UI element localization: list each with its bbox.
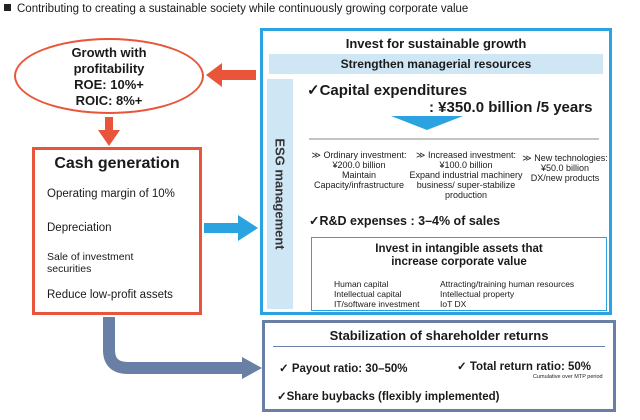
intangible-row-value: IoT DX: [440, 299, 467, 309]
arrow-to-invest: [204, 215, 258, 241]
growth-roe: ROE: 10%+: [74, 77, 144, 92]
capex-col-line: business/ super-stabilize: [416, 180, 516, 190]
intangible-title-1: Invest in intangible assets that: [375, 243, 543, 255]
cash-generation-box: Cash generation Operating margin of 10% …: [32, 147, 202, 315]
growth-title-1: Growth with: [71, 45, 147, 60]
capex-col-head: ≫ Ordinary investment:: [311, 150, 407, 160]
capex-col-ordinary: ≫ Ordinary investment: ¥200.0 billion Ma…: [309, 150, 409, 190]
returns-divider: [273, 346, 605, 347]
capex-col-line: Maintain: [341, 170, 377, 180]
capex-col-line: Capacity/infrastructure: [313, 180, 405, 190]
header: Contributing to creating a sustainable s…: [4, 3, 468, 15]
esg-sidebar: ESG management: [267, 79, 293, 309]
returns-buyback: ✓Share buybacks (flexibly implemented): [277, 391, 500, 403]
header-text: Contributing to creating a sustainable s…: [17, 3, 469, 15]
capex-down-arrow-icon: [391, 116, 463, 130]
shareholder-returns-box: Stabilization of shareholder returns ✓ P…: [262, 320, 616, 412]
cash-title: Cash generation: [54, 155, 180, 172]
intangible-row-label: Intellectual capital: [334, 289, 402, 299]
cash-item-reduce-assets: Reduce low-profit assets: [47, 289, 173, 301]
cash-item-securities: securities: [47, 263, 92, 275]
capex-col-head: ≫ New technologies:: [522, 153, 608, 163]
intangible-title-2: increase corporate value: [391, 256, 527, 268]
capex-title: ✓Capital expenditures: [307, 82, 468, 99]
capex-col-line: ¥200.0 billion: [332, 160, 386, 170]
capex-col-line: DX/new products: [530, 173, 600, 183]
intangible-box: Invest in intangible assets that increas…: [311, 237, 607, 311]
intangible-row-label: Human capital: [334, 279, 389, 289]
intangible-row-label: IT/software investment: [334, 299, 420, 309]
invest-subtitle-bar: Strengthen managerial resources: [269, 54, 603, 74]
capex-col-increased: ≫ Increased investment: ¥100.0 billion E…: [407, 150, 525, 200]
capex-col-new-tech: ≫ New technologies: ¥50.0 billion DX/new…: [519, 153, 611, 183]
returns-total-note: Cumulative over MTP period: [533, 374, 603, 380]
arrow-to-returns: [103, 317, 244, 374]
invest-title: Invest for sustainable growth: [345, 36, 527, 51]
cash-item-depreciation: Depreciation: [47, 222, 112, 234]
growth-roic: ROIC: 8%+: [75, 93, 143, 108]
capex-col-line: Expand industrial machinery: [409, 170, 523, 180]
capex-amount: : ¥350.0 billion /5 years: [429, 99, 593, 116]
growth-title-2: profitability: [73, 61, 145, 76]
arrow-to-growth: [206, 63, 256, 87]
returns-total: ✓ Total return ratio: 50%: [457, 361, 592, 373]
capex-divider-graphic: [309, 116, 599, 140]
capex-col-line: ¥100.0 billion: [439, 160, 493, 170]
returns-payout: ✓ Payout ratio: 30–50%: [279, 363, 408, 375]
cash-item-sale-investment: Sale of investment: [47, 251, 134, 263]
capex-col-line: ¥50.0 billion: [540, 163, 590, 173]
intangible-row-value: Intellectual property: [440, 289, 515, 299]
cash-item-operating-margin: Operating margin of 10%: [47, 188, 175, 200]
capex-col-head: ≫ Increased investment:: [416, 150, 516, 160]
capex-col-line: production: [444, 190, 488, 200]
intangible-title: Invest in intangible assets that increas…: [312, 243, 606, 269]
returns-title: Stabilization of shareholder returns: [329, 328, 549, 343]
arrow-to-cash: [98, 117, 120, 146]
square-bullet-icon: [4, 4, 11, 12]
growth-ellipse: Growth with profitability ROE: 10%+ ROIC…: [14, 38, 204, 114]
intangible-row-value: Attracting/training human resources: [440, 279, 575, 289]
invest-box: Invest for sustainable growth Strengthen…: [260, 28, 612, 315]
rnd-expenses: ✓R&D expenses : 3–4% of sales: [309, 214, 501, 228]
